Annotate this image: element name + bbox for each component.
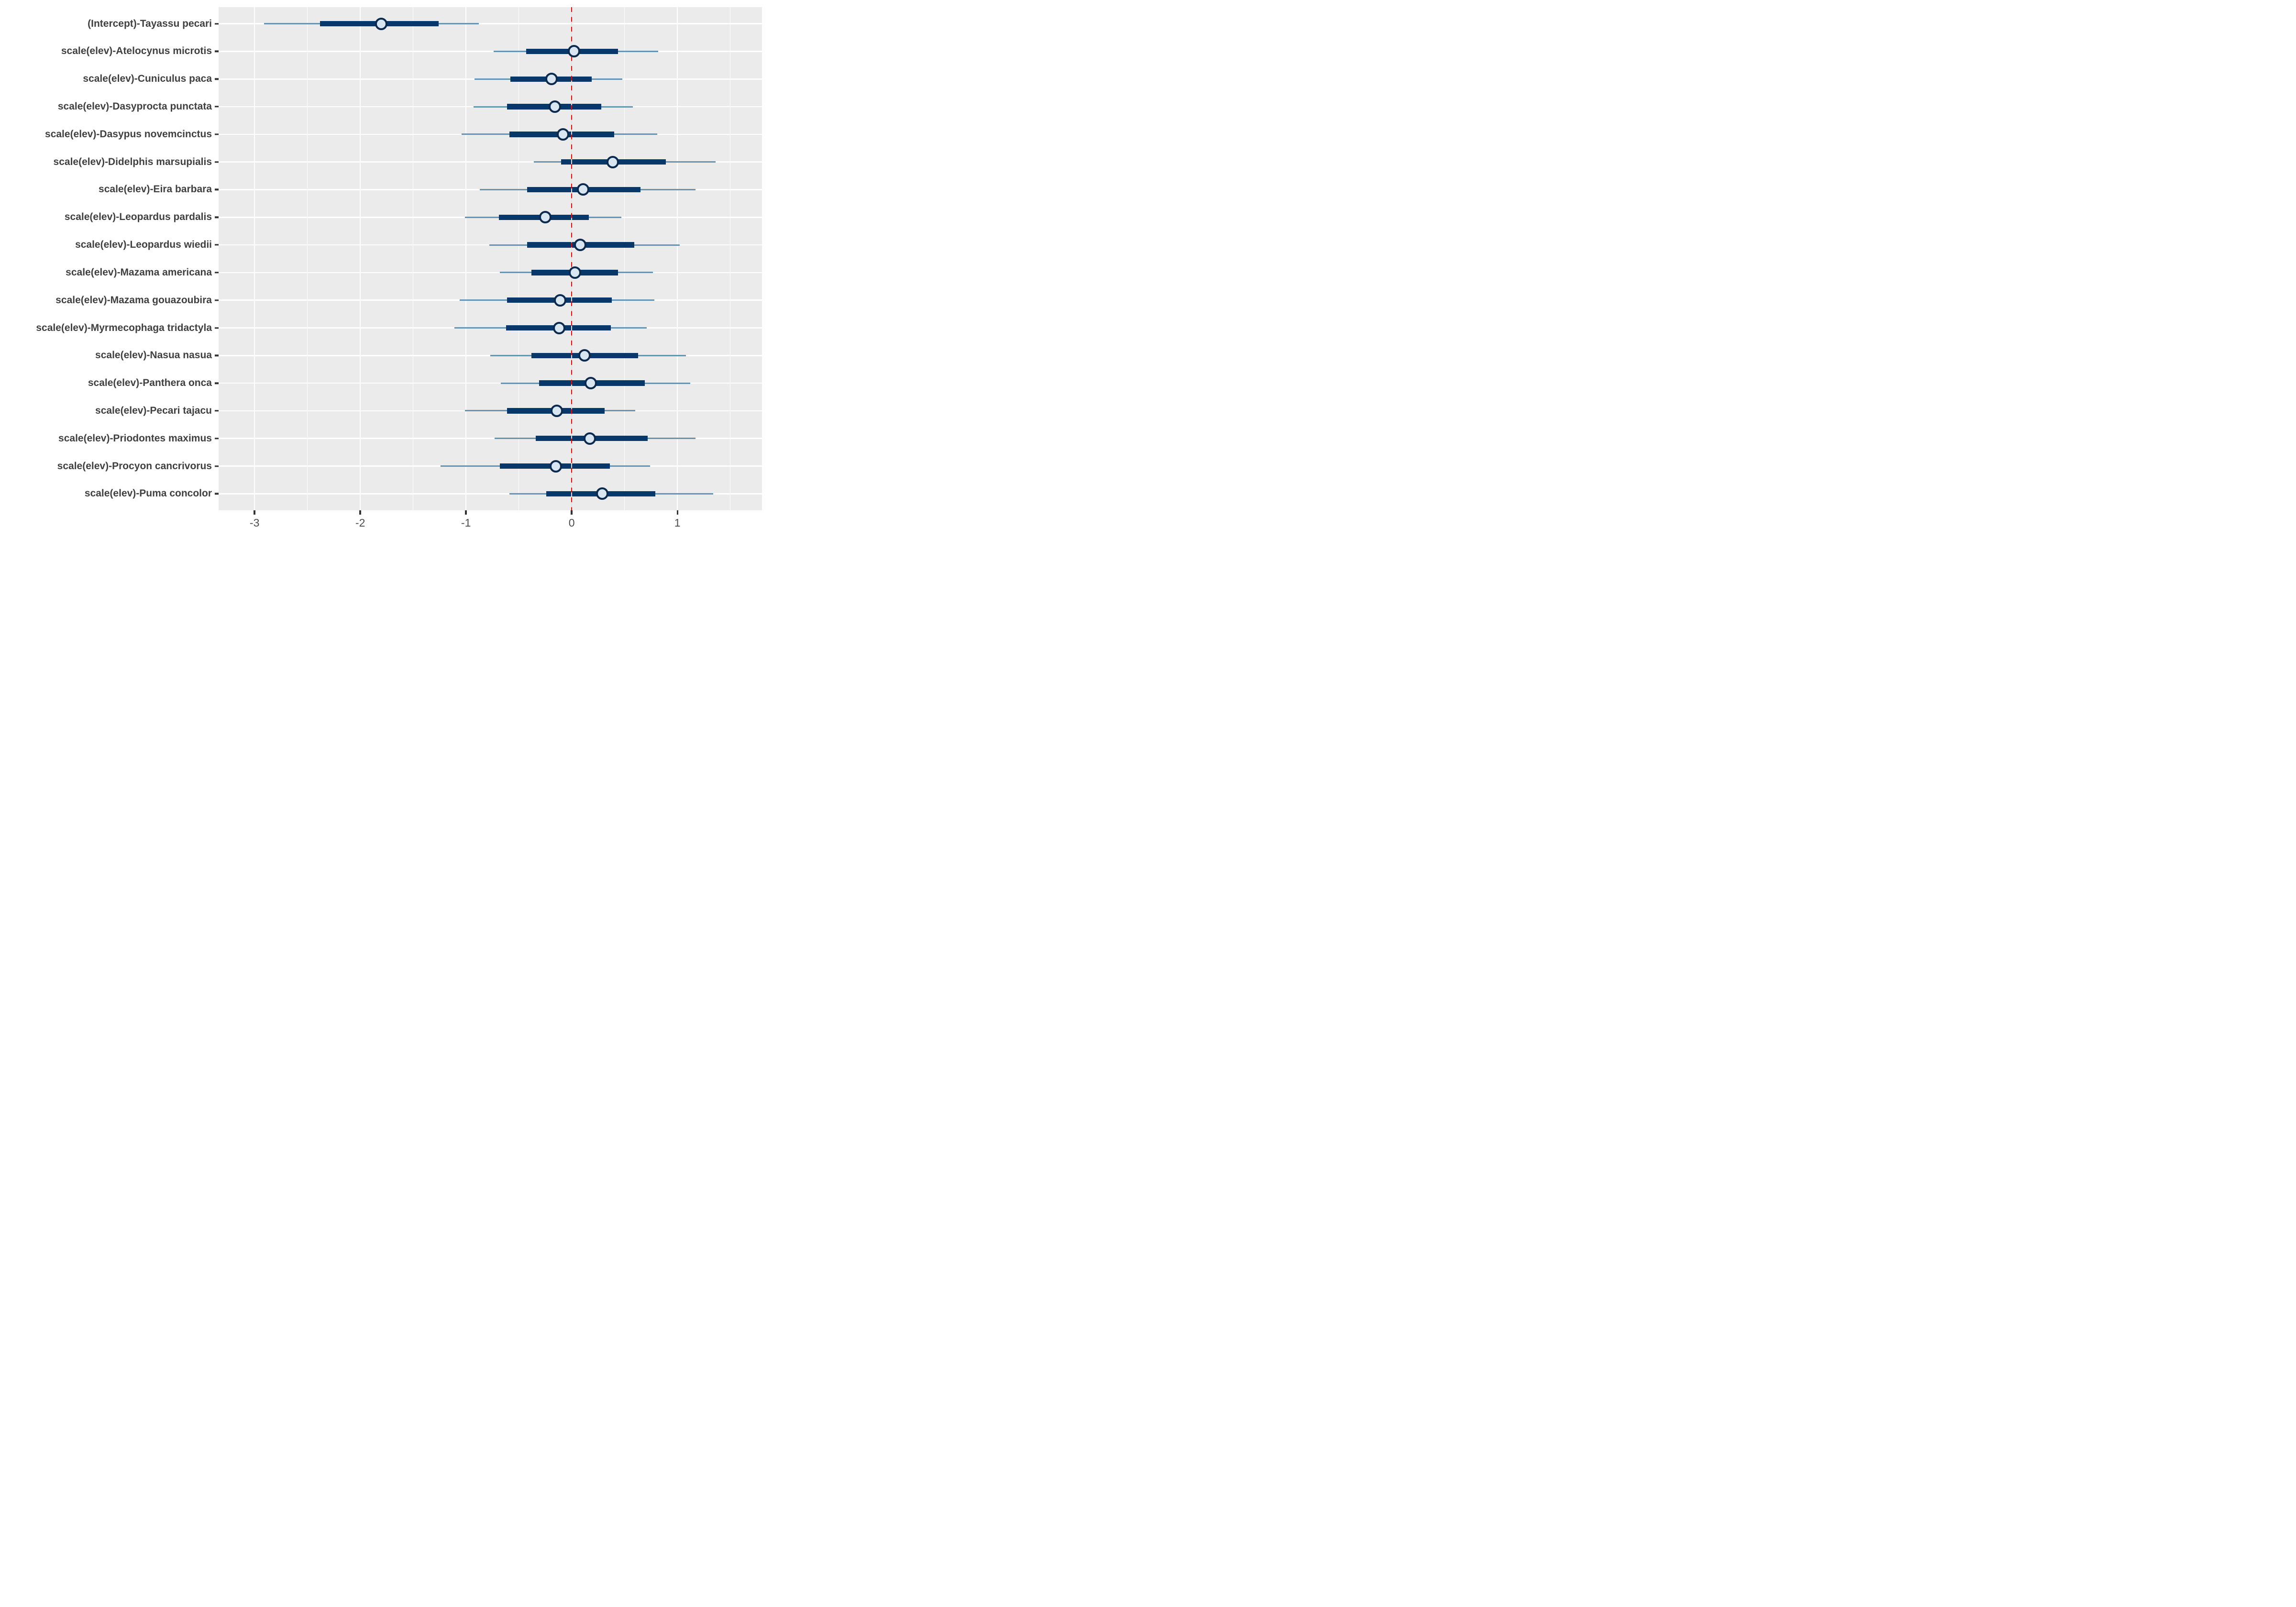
estimate-point: [596, 487, 609, 500]
y-axis-tick: [215, 188, 219, 191]
y-axis-tick: [215, 50, 219, 53]
estimate-point: [567, 45, 580, 58]
y-axis-tick: [215, 410, 219, 412]
grid-h-row: [219, 438, 762, 439]
x-axis-tick: [359, 510, 361, 515]
y-axis-tick: [215, 354, 219, 356]
y-axis-tick: [215, 161, 219, 163]
grid-v-major: [359, 7, 361, 510]
y-axis-label: scale(elev)-Didelphis marsupialis: [53, 156, 212, 167]
estimate-point: [574, 239, 586, 252]
coefficient-forest-plot: (Intercept)-Tayassu pecari scale(elev)-At…: [0, 0, 765, 536]
estimate-point: [578, 349, 591, 362]
y-axis-tick: [215, 78, 219, 80]
x-axis-tick: [465, 510, 467, 515]
y-axis-label: scale(elev)-Priodontes maximus: [58, 432, 212, 444]
grid-v-minor: [412, 7, 414, 510]
y-axis-label: scale(elev)-Leopardus pardalis: [64, 211, 212, 223]
y-axis-label: scale(elev)-Mazama gouazoubira: [55, 294, 212, 306]
estimate-point: [607, 155, 619, 168]
estimate-point: [568, 266, 581, 279]
estimate-point: [548, 100, 561, 113]
plot-panel: [219, 7, 762, 510]
estimate-point: [550, 460, 563, 473]
y-axis-label: scale(elev)-Dasypus novemcinctus: [45, 128, 212, 140]
y-axis-tick: [215, 216, 219, 218]
estimate-point: [551, 404, 563, 417]
grid-v-major: [465, 7, 467, 510]
y-axis-label: scale(elev)-Eira barbara: [99, 184, 212, 195]
y-axis: (Intercept)-Tayassu pecari scale(elev)-At…: [0, 7, 219, 510]
y-axis-tick: [215, 382, 219, 384]
y-axis-tick: [215, 438, 219, 440]
y-axis-label: scale(elev)-Dasyprocta punctata: [57, 101, 212, 112]
estimate-point: [552, 321, 565, 334]
y-axis-label: scale(elev)-Pecari tajacu: [95, 405, 212, 416]
x-axis-tick-label: -2: [355, 517, 365, 529]
x-axis-tick: [676, 510, 678, 515]
grid-h-row: [219, 161, 762, 163]
y-axis-label: scale(elev)-Myrmecophaga tridactyla: [36, 322, 212, 333]
y-axis-tick: [215, 465, 219, 467]
y-axis-label: (Intercept)-Tayassu pecari: [88, 18, 212, 29]
grid-v-major: [676, 7, 678, 510]
estimate-point: [375, 17, 388, 30]
estimate-point: [583, 432, 596, 445]
grid-v-minor: [307, 7, 308, 510]
y-axis-label: scale(elev)-Atelocynus microtis: [61, 45, 212, 57]
reference-line-layer: [219, 7, 762, 510]
point-layer: [219, 7, 762, 510]
y-axis-tick: [215, 133, 219, 135]
x-axis-tick: [254, 510, 255, 515]
x-axis-tick: [571, 510, 573, 515]
grid-h-row: [219, 23, 762, 24]
y-axis-tick: [215, 272, 219, 274]
grid-v-minor: [729, 7, 731, 510]
y-axis-tick: [215, 493, 219, 495]
estimate-point: [553, 294, 566, 307]
grid-v-major: [254, 7, 255, 510]
y-axis-tick: [215, 106, 219, 108]
estimate-point: [584, 377, 597, 390]
grid-h-row: [219, 51, 762, 52]
x-axis-tick-label: -1: [461, 517, 471, 529]
x-axis: -3 -2 -1 0 1: [219, 510, 762, 536]
estimate-point: [577, 183, 590, 196]
grid-h-row: [219, 272, 762, 274]
grid-h-row: [219, 493, 762, 495]
x-axis-tick-label: -3: [249, 517, 260, 529]
y-axis-label: scale(elev)-Leopardus wiedii: [75, 239, 212, 251]
y-axis-label: scale(elev)-Procyon cancrivorus: [57, 460, 212, 472]
y-axis-label: scale(elev)-Cuniculus paca: [83, 73, 212, 85]
y-axis-label: scale(elev)-Panthera onca: [88, 377, 212, 389]
y-axis-tick: [215, 299, 219, 301]
zero-reference-line: [571, 7, 573, 510]
y-axis-label: scale(elev)-Nasua nasua: [95, 350, 212, 361]
grid-v-minor: [624, 7, 625, 510]
y-axis-label: scale(elev)-Mazama americana: [66, 266, 212, 278]
y-axis-label: scale(elev)-Puma concolor: [84, 488, 212, 499]
estimate-point: [545, 73, 558, 86]
y-axis-tick: [215, 327, 219, 329]
grid-h-row: [219, 382, 762, 384]
estimate-point: [557, 128, 570, 141]
x-axis-tick-label: 1: [674, 517, 681, 529]
estimate-point: [539, 211, 552, 224]
y-axis-tick: [215, 22, 219, 25]
y-axis-tick: [215, 244, 219, 246]
x-axis-tick-label: 0: [568, 517, 575, 529]
